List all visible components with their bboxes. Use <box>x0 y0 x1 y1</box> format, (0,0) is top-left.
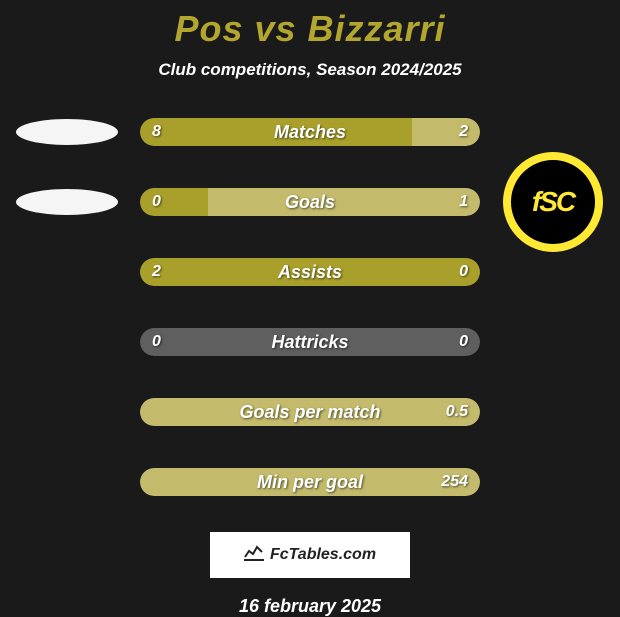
stat-label: Hattricks <box>140 332 480 353</box>
stat-row: Min per goal 254 <box>0 456 620 508</box>
stat-value-right: 0.5 <box>446 403 468 421</box>
stat-label: Assists <box>140 262 480 283</box>
stat-label: Goals <box>140 192 480 213</box>
subtitle: Club competitions, Season 2024/2025 <box>0 60 620 80</box>
comparison-card: Pos vs Bizzarri Club competitions, Seaso… <box>0 0 620 617</box>
stats-block: 8 Matches 2 0 Goals 1 fSC <box>0 106 620 508</box>
stat-bar: 0 Hattricks 0 <box>140 328 480 356</box>
stat-bar: 2 Assists 0 <box>140 258 480 286</box>
stat-bar: 0 Goals 1 <box>140 188 480 216</box>
ellipse-icon <box>16 119 118 145</box>
page-title: Pos vs Bizzarri <box>0 8 620 50</box>
stat-row: 2 Assists 0 <box>0 246 620 298</box>
stat-bar: Goals per match 0.5 <box>140 398 480 426</box>
date-text: 16 february 2025 <box>0 596 620 617</box>
stat-value-right: 0 <box>459 263 468 281</box>
stat-bar: Min per goal 254 <box>140 468 480 496</box>
stat-row: 8 Matches 2 <box>0 106 620 158</box>
stat-value-right: 1 <box>459 193 468 211</box>
stat-label: Goals per match <box>140 402 480 423</box>
stat-label: Min per goal <box>140 472 480 493</box>
player-badge-left-2 <box>12 176 122 228</box>
stat-value-right: 254 <box>441 473 468 491</box>
chart-icon <box>244 545 264 566</box>
stat-row: Goals per match 0.5 <box>0 386 620 438</box>
stat-label: Matches <box>140 122 480 143</box>
club-crest-icon: fSC <box>503 152 603 252</box>
stat-value-right: 0 <box>459 333 468 351</box>
brand-badge[interactable]: FcTables.com <box>210 532 410 578</box>
player-badge-right: fSC <box>498 176 608 228</box>
stat-row: 0 Goals 1 fSC <box>0 176 620 228</box>
player-badge-left-1 <box>12 106 122 158</box>
player-badge-right-spacer <box>498 106 608 158</box>
ellipse-icon <box>16 189 118 215</box>
brand-text: FcTables.com <box>270 546 376 564</box>
stat-value-right: 2 <box>459 123 468 141</box>
stat-row: 0 Hattricks 0 <box>0 316 620 368</box>
stat-bar: 8 Matches 2 <box>140 118 480 146</box>
